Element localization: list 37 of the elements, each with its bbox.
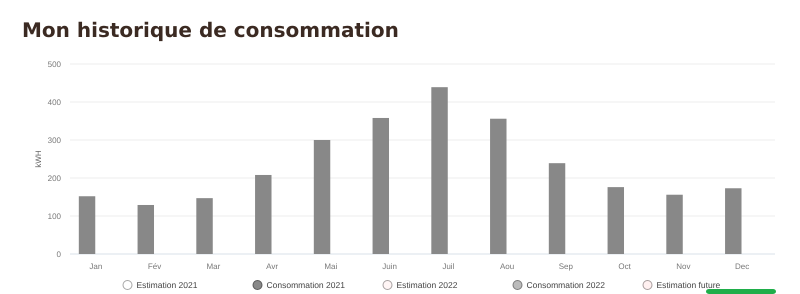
x-tick-label: Juin xyxy=(382,262,397,271)
y-tick-label: 300 xyxy=(48,136,62,145)
bar xyxy=(372,118,390,254)
bar xyxy=(431,87,448,254)
y-axis-title: kWH xyxy=(34,150,43,168)
x-tick-label: Sep xyxy=(558,262,574,271)
x-tick-label: Jan xyxy=(89,262,102,271)
bar xyxy=(608,187,624,254)
x-tick-label: Oct xyxy=(618,262,632,271)
y-tick-label: 500 xyxy=(48,60,62,69)
chart-title: Mon historique de consommation xyxy=(22,18,399,42)
bar xyxy=(314,140,330,254)
x-tick-label: Avr xyxy=(266,262,278,271)
x-tick-label: Aou xyxy=(500,262,514,271)
x-tick-label: Mai xyxy=(324,262,338,271)
legend-label: Consommation 2021 xyxy=(266,280,346,290)
bar xyxy=(138,204,154,254)
x-tick-label: Mar xyxy=(206,262,221,271)
legend-label: Estimation 2021 xyxy=(136,280,198,290)
x-tick-label: Juil xyxy=(442,262,455,271)
bar xyxy=(196,198,213,254)
bar xyxy=(666,194,683,254)
bar xyxy=(255,174,272,254)
legend-label: Consommation 2022 xyxy=(526,280,606,290)
legend-label: Estimation future xyxy=(656,280,721,290)
y-tick-label: 200 xyxy=(48,174,62,183)
y-tick-label: 400 xyxy=(48,98,62,107)
y-tick-label: 0 xyxy=(56,250,62,259)
x-tick-label: Nov xyxy=(676,262,690,271)
bar xyxy=(78,196,96,254)
bar xyxy=(548,163,566,254)
y-tick-label: 100 xyxy=(48,212,62,221)
bar xyxy=(490,118,507,254)
bar xyxy=(725,188,742,254)
x-tick-label: Fév xyxy=(148,262,162,271)
legend-label: Estimation 2022 xyxy=(396,280,458,290)
x-tick-label: Dec xyxy=(734,262,750,271)
